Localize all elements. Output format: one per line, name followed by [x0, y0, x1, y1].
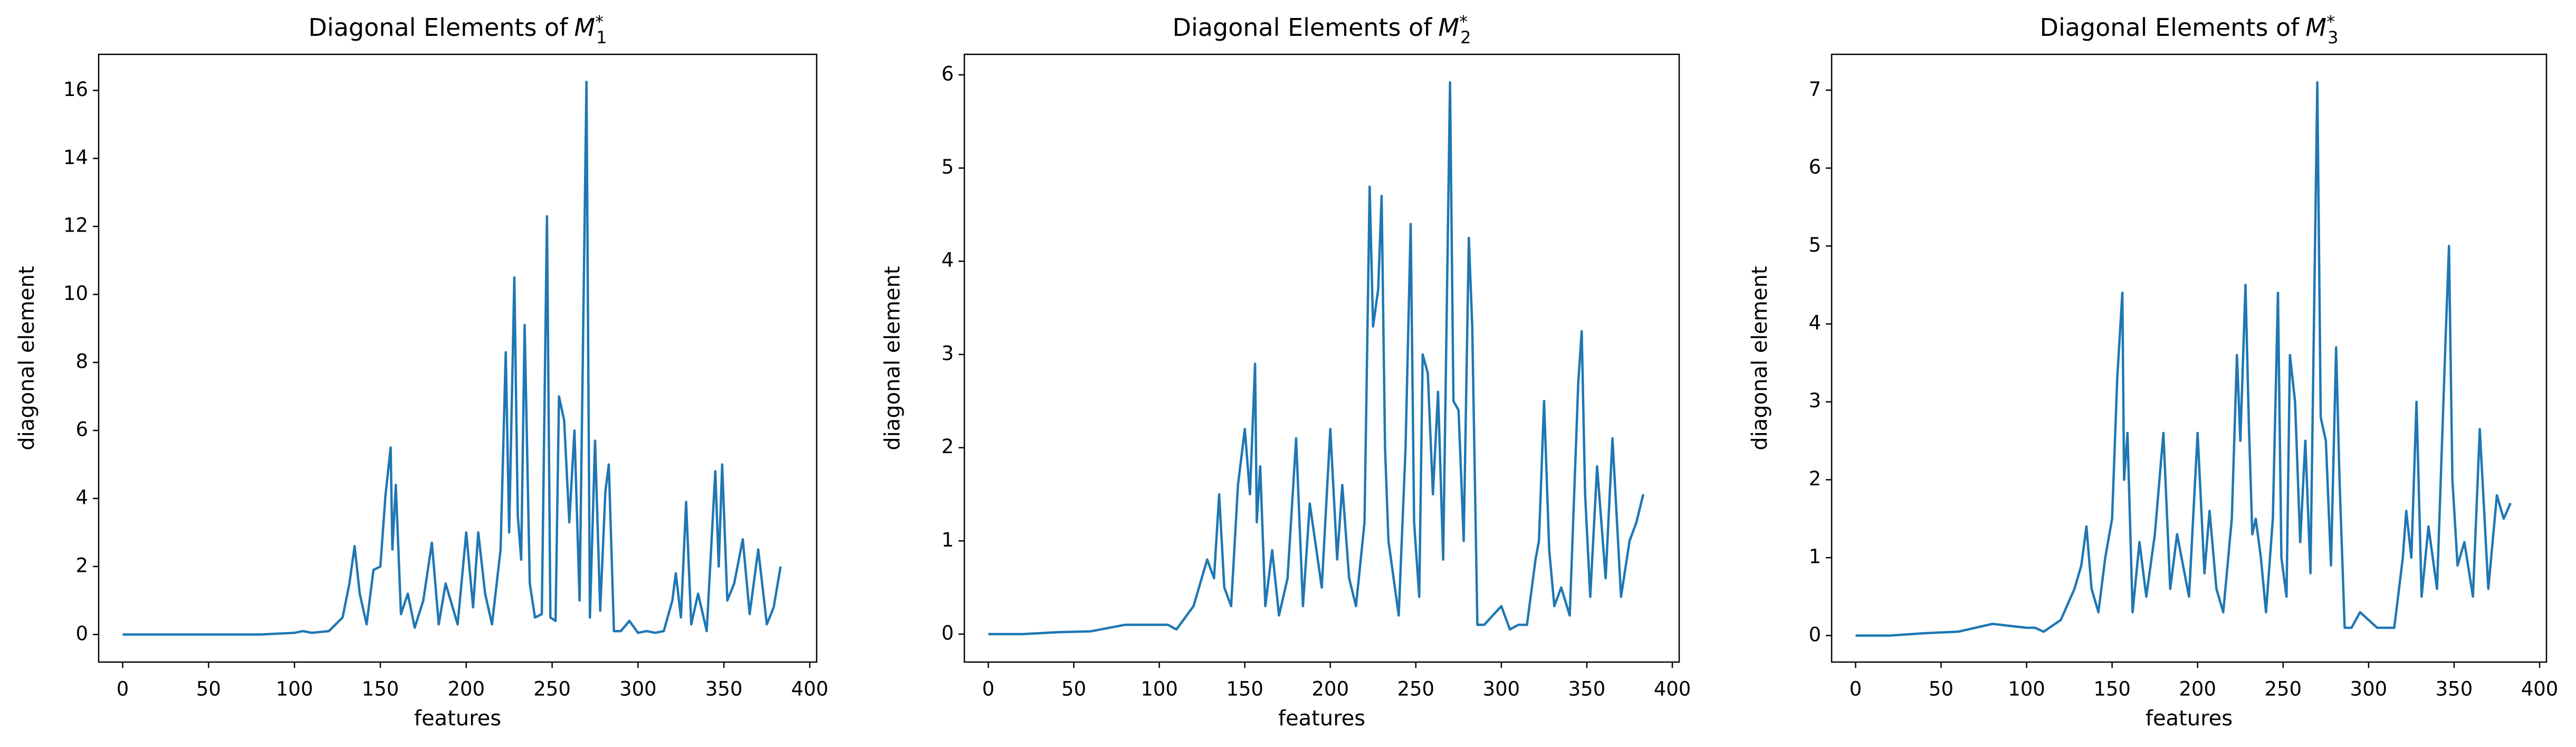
y-tick-label: 5 [1808, 234, 1821, 256]
y-tick-label: 8 [75, 350, 88, 373]
data-line [1855, 81, 2512, 637]
title-subscript: 3 [2328, 27, 2338, 47]
x-tick-label: 200 [447, 678, 485, 701]
x-tick-label: 400 [791, 678, 829, 701]
x-tick-label: 350 [705, 678, 743, 701]
x-tick-label: 100 [1141, 678, 1178, 701]
y-tick-label: 3 [1808, 389, 1821, 412]
y-tick-label: 14 [63, 146, 88, 169]
data-line [122, 80, 782, 636]
x-tick-label: 50 [1929, 678, 1953, 701]
x-tick-label: 150 [2093, 678, 2131, 701]
y-axis-label: diagonal element [15, 266, 39, 451]
x-tick-label: 350 [2436, 678, 2473, 701]
y-axis-label: diagonal element [1748, 266, 1772, 451]
y-tick-label: 4 [75, 486, 88, 509]
title-superscript: * [2326, 12, 2335, 32]
y-tick-label: 0 [75, 622, 88, 645]
x-tick-label: 400 [1654, 678, 1691, 701]
x-tick-label: 0 [117, 678, 129, 701]
axes-frame [963, 53, 1680, 663]
axes-frame [1831, 53, 2548, 663]
y-tick-label: 4 [941, 249, 954, 272]
y-tick-label: 3 [941, 342, 954, 365]
plot-area [122, 80, 782, 636]
x-tick-label: 300 [1483, 678, 1520, 701]
x-tick-label: 50 [1061, 678, 1086, 701]
x-tick-label: 150 [362, 678, 399, 701]
x-tick-label: 400 [2521, 678, 2559, 701]
y-tick-label: 6 [1808, 156, 1821, 178]
title-symbol: M [2305, 13, 2326, 42]
x-axis-label: features [1278, 706, 1365, 731]
y-tick-label: 2 [941, 435, 954, 458]
y-tick-label: 0 [1808, 623, 1821, 646]
y-tick-label: 10 [63, 282, 88, 305]
x-tick-label: 100 [276, 678, 313, 701]
chart-title: Diagonal Elements of M* 3 [2040, 12, 2339, 47]
subplot: 0 50 100 150 200 250 300 350 400 0 2 4 6 8 10 12 14 16 fea… [15, 12, 828, 731]
x-axis-label: features [2146, 706, 2233, 731]
title-symbol: M [1438, 13, 1459, 42]
y-tick-label: 4 [1808, 312, 1821, 334]
y-tick-label: 12 [63, 214, 88, 237]
x-tick-label: 250 [2264, 678, 2302, 701]
subplot: 0 50 100 150 200 250 300 350 400 0 1 2 3 4 5 6 features d… [880, 12, 1691, 731]
x-tick-label: 250 [533, 678, 571, 701]
y-tick-label: 1 [1808, 545, 1821, 568]
x-tick-label: 0 [982, 678, 995, 701]
plot-area [1855, 81, 2512, 637]
subplot: 0 50 100 150 200 250 300 350 400 0 1 2 3 4 5 6 7 features… [1748, 12, 2558, 731]
title-superscript: * [1459, 12, 1468, 32]
x-tick-label: 0 [1850, 678, 1862, 701]
y-tick-label: 2 [1808, 467, 1821, 490]
title-symbol: M [574, 13, 595, 42]
title-superscript: * [595, 12, 604, 32]
x-tick-label: 300 [2350, 678, 2388, 701]
title-text: Diagonal Elements of [2040, 13, 2301, 42]
y-tick-label: 6 [941, 62, 954, 85]
x-axis-label: features [414, 706, 501, 731]
x-tick-label: 100 [2008, 678, 2045, 701]
x-tick-label: 250 [1397, 678, 1434, 701]
y-tick-label: 7 [1808, 78, 1821, 100]
y-tick-label: 2 [75, 554, 88, 577]
x-tick-label: 150 [1226, 678, 1263, 701]
x-tick-label: 200 [2179, 678, 2216, 701]
axes-frame [98, 53, 818, 663]
x-tick-label: 300 [619, 678, 657, 701]
title-subscript: 2 [1460, 27, 1471, 47]
y-tick-label: 16 [63, 78, 88, 101]
y-axis-label: diagonal element [880, 266, 905, 451]
y-tick-label: 1 [941, 529, 954, 551]
x-tick-label: 350 [1568, 678, 1606, 701]
title-text: Diagonal Elements of [1173, 13, 1433, 42]
data-line [988, 81, 1645, 636]
y-tick-label: 5 [941, 156, 954, 178]
y-tick-label: 0 [941, 621, 954, 644]
y-tick-label: 6 [75, 418, 88, 440]
title-subscript: 1 [596, 27, 607, 47]
x-tick-label: 200 [1311, 678, 1349, 701]
chart-title: Diagonal Elements of M* 1 [309, 12, 607, 47]
title-text: Diagonal Elements of [309, 13, 569, 42]
x-tick-label: 50 [196, 678, 221, 701]
plot-area [988, 81, 1645, 636]
chart-title: Diagonal Elements of M* 2 [1173, 12, 1471, 47]
